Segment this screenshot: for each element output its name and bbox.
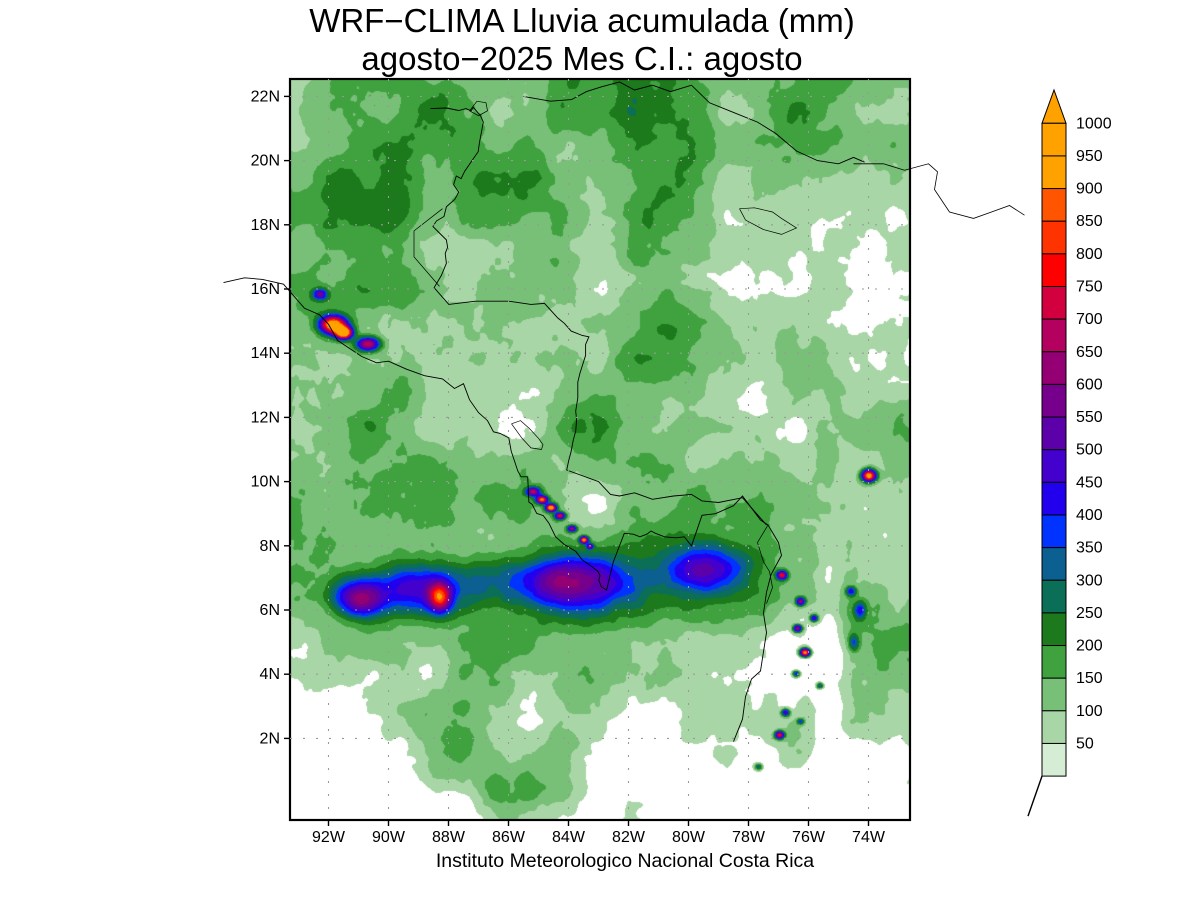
svg-text:150: 150 <box>1076 670 1103 687</box>
svg-text:100: 100 <box>1076 703 1103 720</box>
svg-text:700: 700 <box>1076 311 1103 328</box>
svg-text:2N: 2N <box>260 730 280 747</box>
svg-text:16N: 16N <box>251 281 280 298</box>
svg-text:20N: 20N <box>251 153 280 170</box>
svg-text:400: 400 <box>1076 507 1103 524</box>
svg-text:250: 250 <box>1076 605 1103 622</box>
svg-text:800: 800 <box>1076 246 1103 263</box>
svg-text:50: 50 <box>1076 735 1094 752</box>
svg-text:80W: 80W <box>672 829 706 846</box>
svg-text:10N: 10N <box>251 474 280 491</box>
svg-text:84W: 84W <box>552 829 586 846</box>
svg-text:350: 350 <box>1076 540 1103 557</box>
svg-text:76W: 76W <box>792 829 826 846</box>
svg-text:12N: 12N <box>251 409 280 426</box>
svg-text:850: 850 <box>1076 213 1103 230</box>
svg-text:86W: 86W <box>492 829 526 846</box>
svg-text:78W: 78W <box>732 829 766 846</box>
svg-text:88W: 88W <box>432 829 466 846</box>
svg-text:650: 650 <box>1076 344 1103 361</box>
svg-text:90W: 90W <box>372 829 406 846</box>
svg-text:22N: 22N <box>251 88 280 105</box>
svg-text:92W: 92W <box>312 829 346 846</box>
svg-text:500: 500 <box>1076 442 1103 459</box>
svg-text:600: 600 <box>1076 376 1103 393</box>
svg-text:1000: 1000 <box>1076 115 1112 132</box>
svg-text:200: 200 <box>1076 638 1103 655</box>
svg-text:8N: 8N <box>260 538 280 555</box>
svg-text:14N: 14N <box>251 345 280 362</box>
svg-text:750: 750 <box>1076 279 1103 296</box>
svg-text:300: 300 <box>1076 572 1103 589</box>
svg-text:4N: 4N <box>260 666 280 683</box>
svg-text:18N: 18N <box>251 217 280 234</box>
svg-text:450: 450 <box>1076 474 1103 491</box>
svg-text:550: 550 <box>1076 409 1103 426</box>
svg-text:900: 900 <box>1076 181 1103 198</box>
svg-text:74W: 74W <box>852 829 886 846</box>
svg-text:6N: 6N <box>260 602 280 619</box>
svg-text:82W: 82W <box>612 829 646 846</box>
svg-text:950: 950 <box>1076 148 1103 165</box>
